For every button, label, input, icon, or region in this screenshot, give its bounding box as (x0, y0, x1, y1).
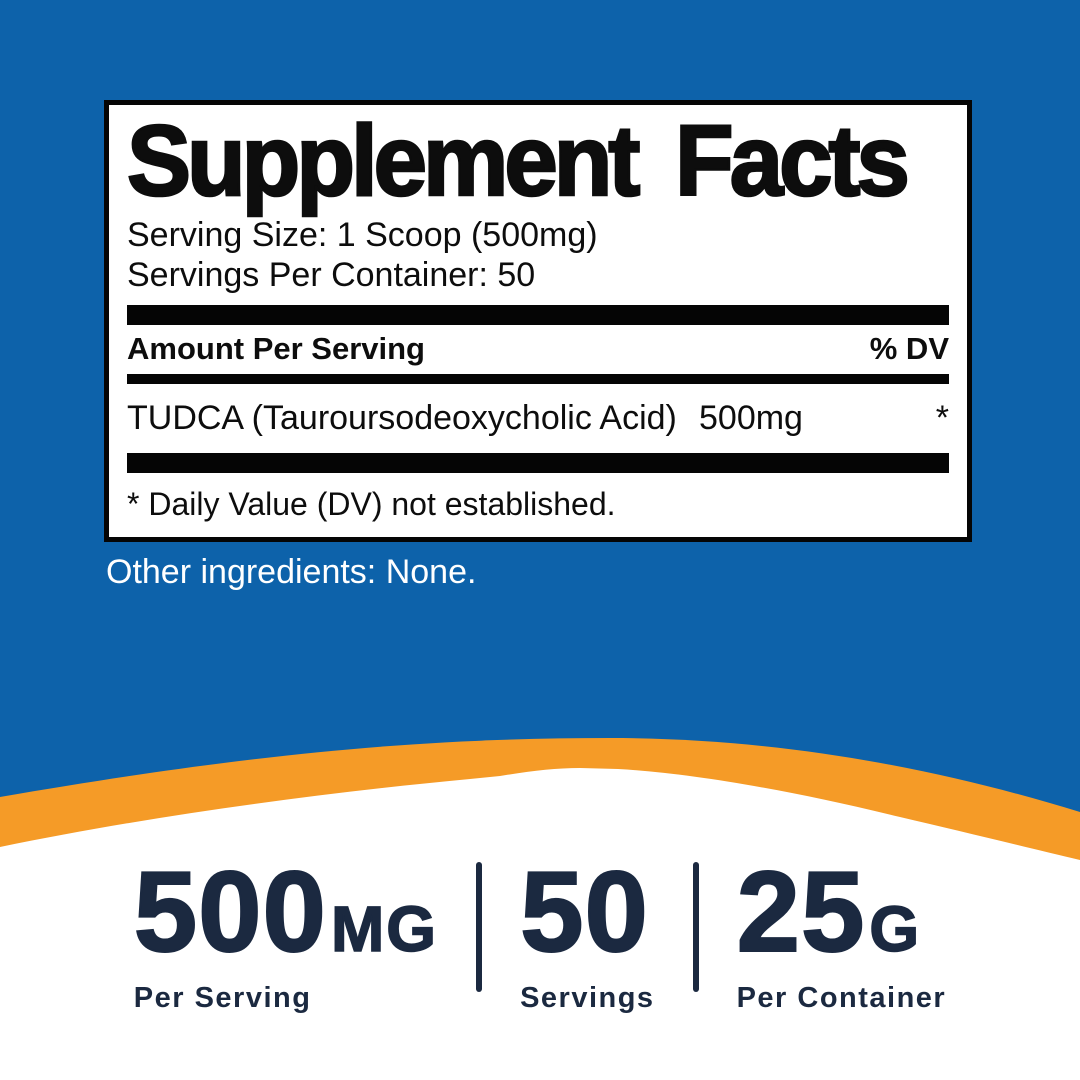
stat-divider (692, 862, 699, 992)
stat-value-line: 500MG (133, 855, 439, 971)
white-curve-shape (0, 768, 1080, 1080)
ingredient-dv: * (935, 399, 949, 438)
divider-bar-medium (127, 374, 949, 385)
serving-info: Serving Size: 1 Scoop (500mg) Servings P… (127, 215, 949, 295)
divider-bar-thick-top (127, 305, 949, 326)
supplement-facts-title: Supplement Facts (126, 105, 911, 217)
stat-per-serving: 500MG Per Serving (133, 855, 439, 1015)
bottom-swoosh (0, 738, 1080, 1080)
stat-value: 25 (736, 849, 866, 976)
amounts-header-row: Amount Per Serving % DV (127, 325, 949, 374)
stat-value: 50 (519, 849, 649, 976)
stat-value: 500 (133, 849, 327, 976)
divider-bar-thick-bottom (127, 453, 949, 474)
stat-per-container: 25G Per Container (736, 855, 947, 1015)
amount-per-serving-header: Amount Per Serving (127, 331, 425, 367)
stat-divider (476, 862, 483, 992)
stat-unit: MG (330, 893, 439, 965)
stat-value-line: 50 (519, 855, 655, 971)
stat-value-line: 25G (736, 855, 947, 971)
stat-label: Per Container (736, 982, 947, 1014)
serving-size: Serving Size: 1 Scoop (500mg) (127, 216, 598, 255)
stat-label: Per Serving (133, 982, 312, 1014)
stat-label: Servings (520, 982, 655, 1014)
ingredient-amount: 500mg (699, 399, 803, 438)
servings-per-container: Servings Per Container: 50 (127, 256, 536, 295)
stats-row: 500MG Per Serving 50 Servings 25G Per Co… (0, 855, 1080, 1015)
ingredient-row: TUDCA (Tauroursodeoxycholic Acid) 500mg … (127, 384, 949, 453)
ingredient-name: TUDCA (Tauroursodeoxycholic Acid) (127, 399, 677, 438)
percent-dv-header: % DV (869, 331, 949, 367)
stat-servings: 50 Servings (519, 855, 655, 1015)
stat-unit: G (869, 893, 922, 965)
supplement-facts-panel: Supplement Facts Serving Size: 1 Scoop (… (104, 100, 972, 542)
daily-value-footnote: * Daily Value (DV) not established. (127, 486, 616, 523)
other-ingredients: Other ingredients: None. (106, 553, 477, 591)
